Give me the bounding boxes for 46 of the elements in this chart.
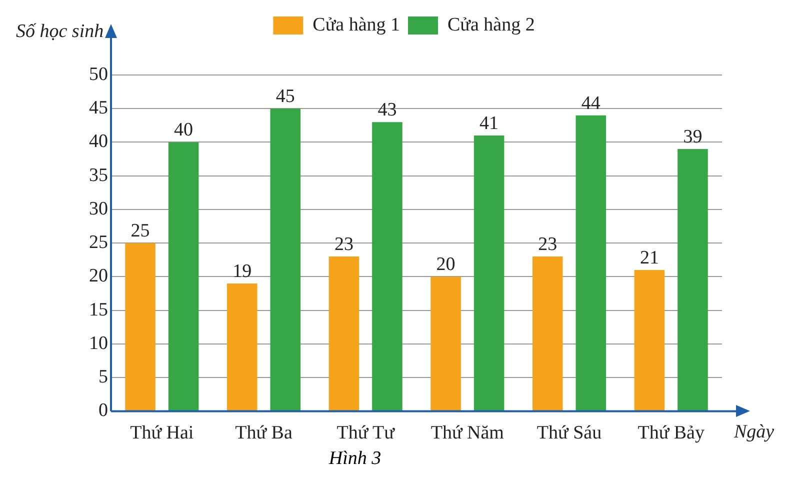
data-label: 40 (174, 120, 194, 141)
bar (576, 115, 606, 411)
y-tick-label: 15 (89, 299, 108, 320)
data-label: 21 (640, 247, 659, 268)
y-tick-label: 25 (89, 232, 108, 254)
bar (270, 108, 301, 411)
bar (328, 256, 360, 411)
y-tick-label: 30 (89, 198, 108, 220)
x-tick-label: Thứ Hai (130, 422, 194, 444)
y-tick-label: 0 (98, 400, 108, 422)
legend-label: Cửa hàng 2 (448, 14, 535, 36)
legend-label: Cửa hàng 1 (312, 14, 400, 36)
data-label: 25 (130, 220, 150, 242)
y-tick-label: 20 (89, 266, 108, 287)
bar (226, 283, 258, 411)
y-tick-label: 45 (89, 98, 108, 119)
data-label: 43 (378, 100, 397, 121)
x-tick-label: Thứ Năm (430, 422, 504, 444)
bar (372, 122, 402, 411)
y-axis-title: Số học sinh (16, 21, 104, 42)
x-tick-label: Thứ Sáu (536, 422, 602, 444)
y-tick-label: 40 (89, 131, 108, 152)
data-label: 19 (232, 260, 252, 282)
bar (678, 148, 708, 411)
data-label: 23 (334, 234, 354, 256)
bar (634, 270, 665, 411)
y-tick-label: 35 (89, 164, 108, 186)
data-label: 39 (683, 126, 702, 148)
y-tick-label: 50 (89, 64, 108, 85)
bar (474, 136, 504, 411)
data-label: 20 (436, 254, 456, 276)
data-label: 41 (480, 113, 499, 134)
bar (168, 142, 199, 411)
x-tick-label: Thứ Tư (336, 422, 396, 444)
data-label: 23 (538, 234, 558, 256)
data-label: 45 (276, 86, 295, 108)
bar (532, 256, 563, 411)
x-tick-label: Thứ Ba (235, 422, 293, 444)
bar (125, 243, 156, 411)
x-axis-title: Ngày (733, 422, 775, 443)
bar (430, 276, 461, 411)
text: Hình 3 (328, 448, 382, 470)
y-tick-label: 5 (98, 366, 108, 388)
x-tick-label: Thứ Bảy (638, 422, 705, 444)
data-label: 44 (581, 92, 601, 114)
y-tick-label: 10 (89, 332, 108, 354)
